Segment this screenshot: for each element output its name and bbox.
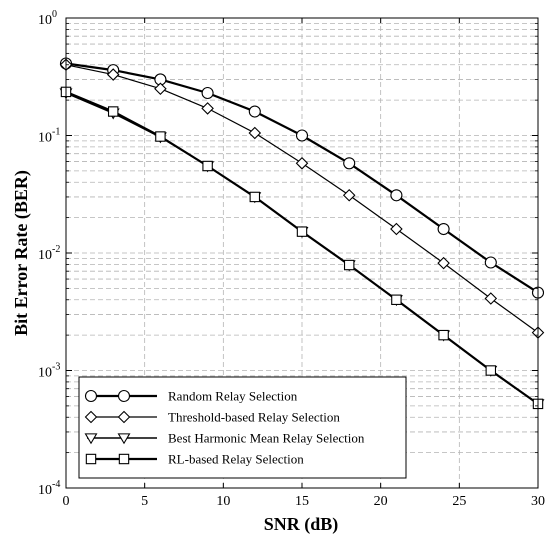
x-tick-label: 5: [141, 494, 148, 509]
marker-circle: [84, 389, 98, 403]
legend-entry-label: Threshold-based Relay Selection: [168, 410, 340, 425]
x-tick-label: 10: [216, 494, 230, 509]
marker-diamond: [295, 157, 309, 170]
marker-circle: [484, 256, 497, 269]
x-tick-label: 20: [374, 494, 388, 509]
y-tick-label: 10-1: [38, 127, 60, 146]
marker-square: [391, 294, 402, 305]
y-tick-label: 10-4: [38, 479, 60, 498]
y-tick-label: 10-2: [38, 244, 60, 263]
marker-diamond: [154, 82, 167, 96]
y-tick-label: 100: [38, 9, 57, 28]
marker-diamond: [201, 102, 214, 115]
marker-square: [296, 226, 308, 237]
grid: [66, 18, 538, 488]
legend-entry-label: Best Harmonic Mean Relay Selection: [168, 431, 365, 446]
series-layer: [59, 57, 545, 411]
x-tick-label: 15: [295, 494, 309, 509]
marker-diamond: [106, 68, 120, 81]
marker-circle: [343, 157, 356, 170]
marker-diamond: [484, 292, 498, 305]
marker-square: [85, 453, 97, 465]
marker-square: [343, 259, 355, 271]
marker-diamond: [84, 410, 98, 424]
marker-square: [485, 365, 497, 376]
legend-entry-label: RL-based Relay Selection: [168, 452, 304, 467]
x-axis-label: SNR (dB): [264, 514, 339, 535]
marker-square: [202, 160, 213, 172]
marker-square: [107, 106, 119, 117]
marker-square: [249, 191, 261, 203]
marker-square: [155, 131, 166, 142]
marker-circle: [390, 189, 403, 202]
series-markers-square: [60, 86, 544, 410]
marker-triangle-down: [84, 433, 98, 445]
marker-circle: [295, 129, 309, 142]
y-axis-label: Bit Error Rate (BER): [11, 170, 32, 336]
marker-diamond: [117, 410, 131, 424]
x-tick-label: 0: [63, 494, 70, 509]
marker-triangle-down: [117, 433, 131, 445]
x-tick-label: 25: [452, 494, 466, 509]
marker-diamond: [390, 222, 403, 236]
marker-diamond: [248, 126, 262, 140]
y-tick-label: 10-3: [38, 362, 60, 381]
marker-circle: [117, 389, 131, 403]
x-tick-label: 30: [531, 494, 545, 509]
marker-circle: [248, 105, 261, 118]
marker-diamond: [437, 256, 450, 270]
marker-circle: [201, 86, 214, 100]
axis-ticks: 0 5 10 15 20 25 30 100 10-1 10-2 10-3 10-4: [38, 9, 545, 509]
marker-diamond: [342, 188, 356, 202]
marker-square: [118, 453, 130, 465]
marker-circle: [437, 222, 450, 236]
legend: Random Relay Selection Threshold-based Re…: [78, 376, 407, 479]
legend-entry-label: Random Relay Selection: [168, 389, 298, 404]
marker-square: [438, 329, 449, 341]
legend-box: [78, 376, 407, 479]
